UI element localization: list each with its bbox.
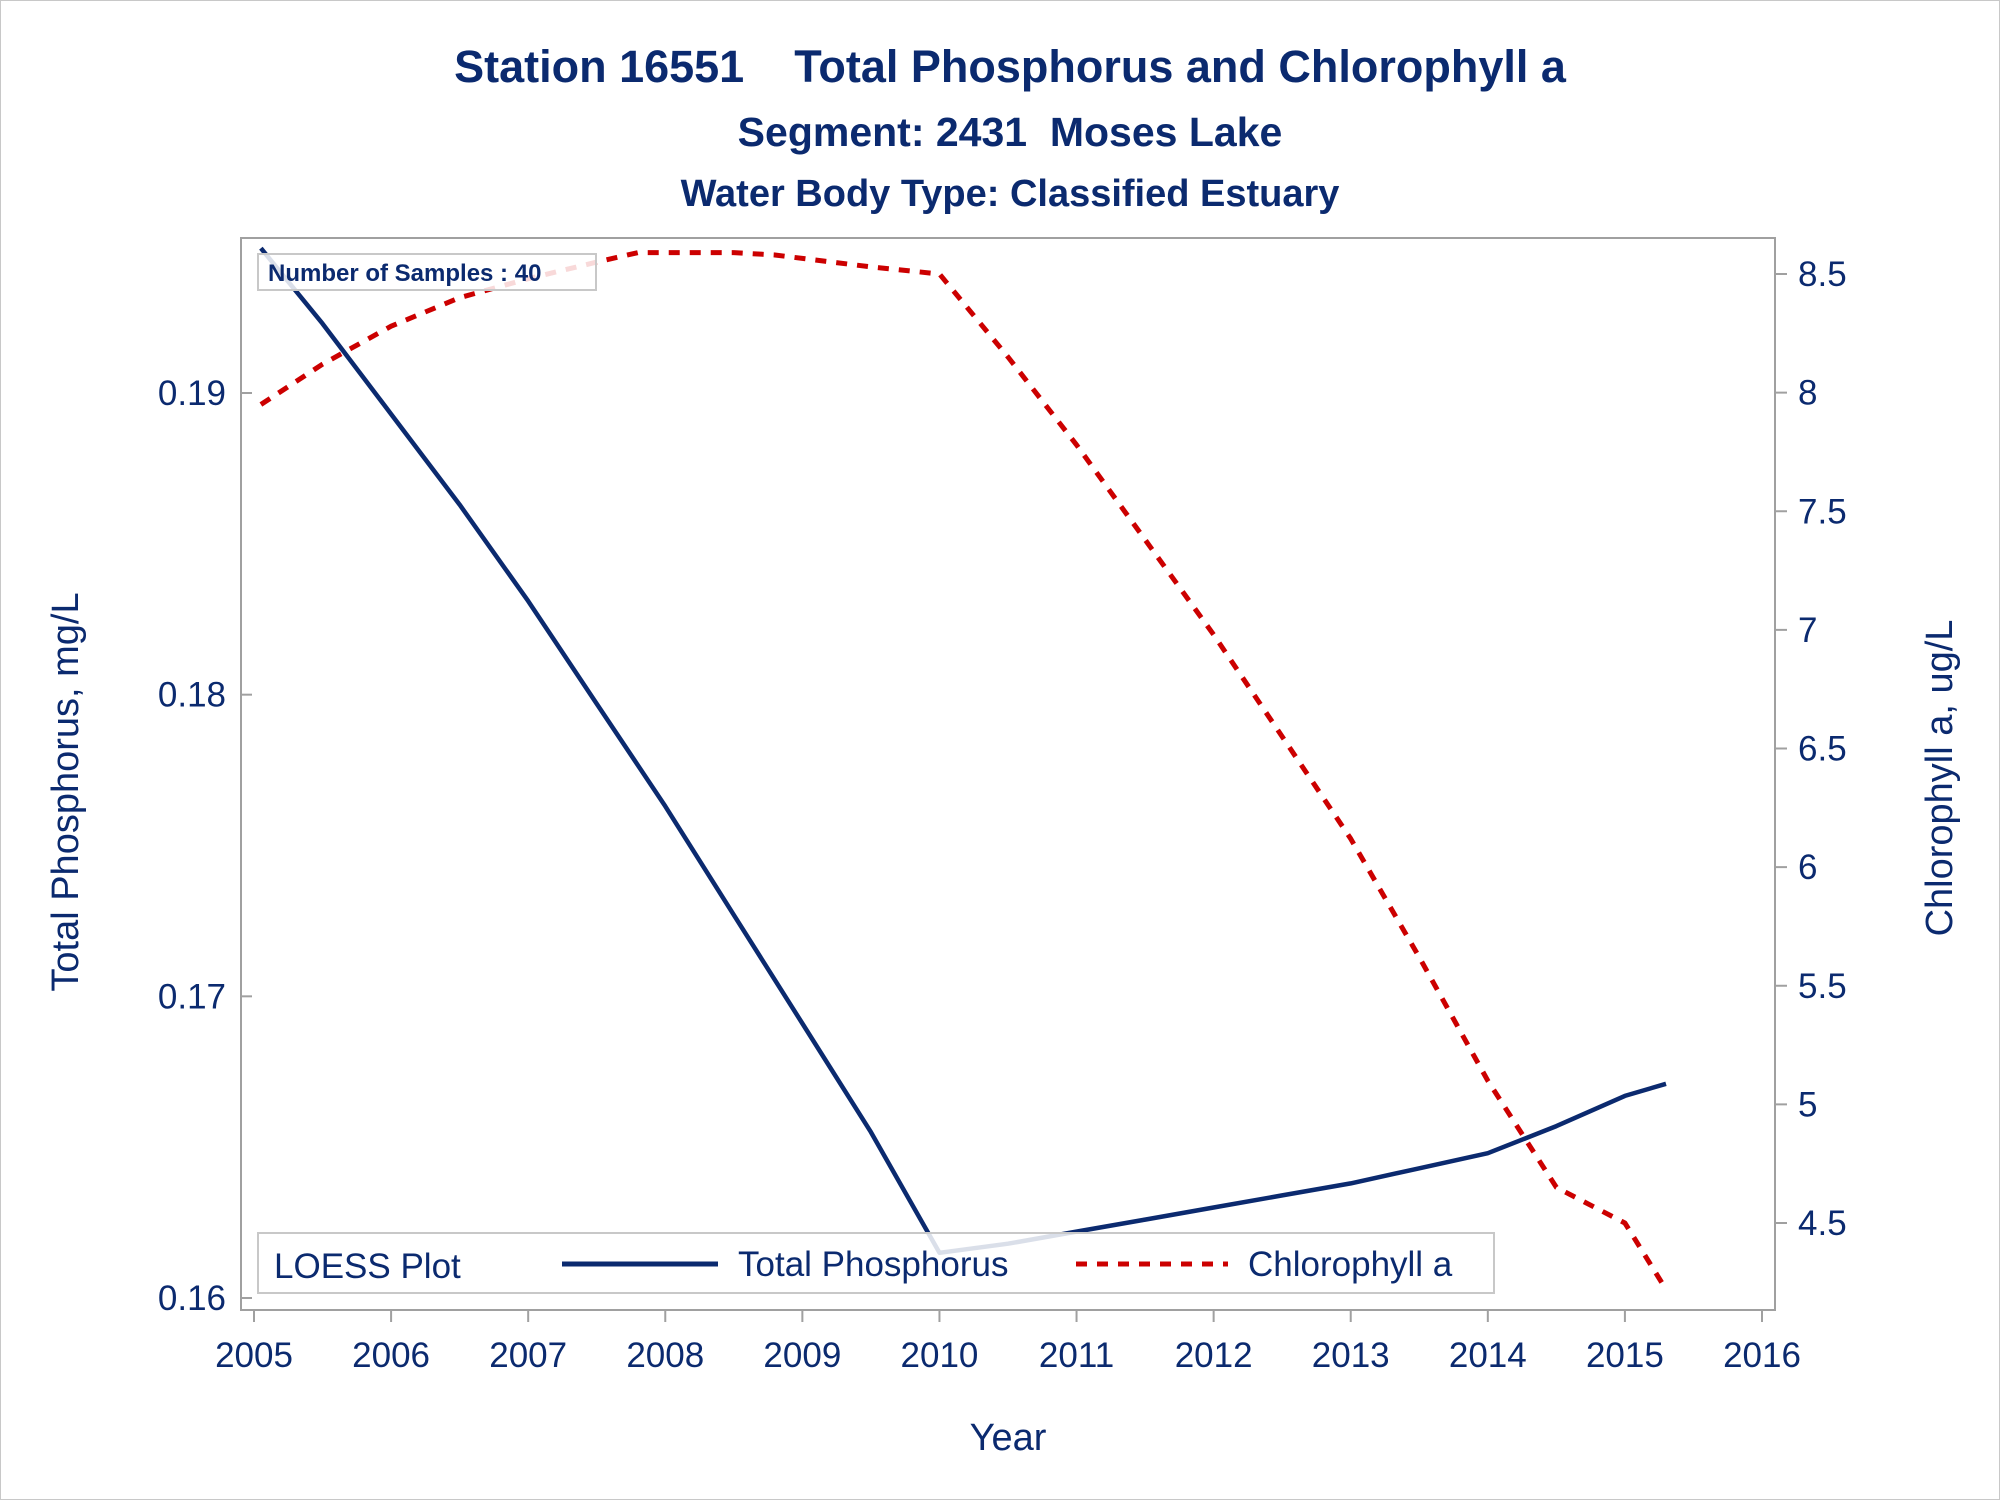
x-tick-label-2010: 2010 — [901, 1336, 979, 1375]
y-axis-right: 4.5 5 5.5 6 6.5 7 7.5 8 8.5 — [1775, 255, 1847, 1243]
sample-count-annotation: Number of Samples : 40 — [257, 253, 597, 291]
y-left-tick-label-0.18: 0.18 — [158, 676, 226, 715]
plot-area — [240, 237, 1776, 1311]
series-line-total-phosphorus — [259, 246, 1667, 1256]
x-tick-label-2012: 2012 — [1175, 1336, 1253, 1375]
y-left-tick-label-0.19: 0.19 — [158, 374, 226, 413]
y-right-tick-label-4.5: 4.5 — [1798, 1204, 1847, 1243]
chart-title: Station 16551 Total Phosphorus and Chlor… — [454, 41, 1567, 92]
y-right-tick-label-7: 7 — [1798, 611, 1817, 650]
x-tick-label-2005: 2005 — [215, 1336, 293, 1375]
x-tick-label-2015: 2015 — [1586, 1336, 1664, 1375]
y-right-tick-label-5.5: 5.5 — [1798, 967, 1847, 1006]
x-tick-label-2008: 2008 — [626, 1336, 704, 1375]
legend-entry-total-phosphorus: Total Phosphorus — [738, 1245, 1008, 1284]
y-left-tick-label-0.16: 0.16 — [158, 1279, 226, 1318]
annotation-box — [257, 253, 597, 291]
series-layer — [259, 246, 1669, 1291]
x-axis: 2005 2006 2007 2008 2009 2010 2011 2012 2013 2014… — [215, 1310, 1801, 1375]
y-left-tick-label-0.17: 0.17 — [158, 977, 226, 1016]
chart-subtitle: Segment: 2431 Moses Lake — [738, 109, 1283, 155]
y-axis-right-label: Chlorophyll a, ug/L — [1919, 620, 1961, 937]
series-line-chlorophyll-a — [259, 250, 1669, 1291]
x-tick-label-2016: 2016 — [1723, 1336, 1801, 1375]
y-right-tick-label-8.5: 8.5 — [1798, 255, 1847, 294]
x-tick-label-2014: 2014 — [1449, 1336, 1527, 1375]
x-tick-label-2007: 2007 — [489, 1336, 567, 1375]
x-tick-label-2006: 2006 — [352, 1336, 430, 1375]
x-tick-label-2011: 2011 — [1039, 1336, 1114, 1375]
y-axis-left-label: Total Phosphorus, mg/L — [45, 592, 87, 991]
y-axis-left: 0.16 0.17 0.18 0.19 — [158, 374, 252, 1318]
legend-box — [257, 1232, 1495, 1294]
annotation-text: Number of Samples : 40 — [268, 260, 541, 287]
legend: LOESS Plot Total Phosphorus Chlorophyll … — [257, 1232, 1495, 1294]
x-tick-label-2013: 2013 — [1312, 1336, 1390, 1375]
x-axis-label: Year — [970, 1417, 1047, 1459]
y-right-tick-label-8: 8 — [1798, 374, 1817, 413]
y-right-tick-label-6.5: 6.5 — [1798, 730, 1847, 769]
y-right-tick-label-6: 6 — [1798, 848, 1817, 887]
y-right-tick-label-5: 5 — [1798, 1085, 1817, 1124]
chart-subtitle2: Water Body Type: Classified Estuary — [681, 173, 1340, 215]
x-tick-label-2009: 2009 — [763, 1336, 841, 1375]
legend-title: LOESS Plot — [274, 1247, 461, 1286]
legend-entry-chlorophyll-a: Chlorophyll a — [1248, 1245, 1453, 1284]
y-right-tick-label-7.5: 7.5 — [1798, 492, 1847, 531]
